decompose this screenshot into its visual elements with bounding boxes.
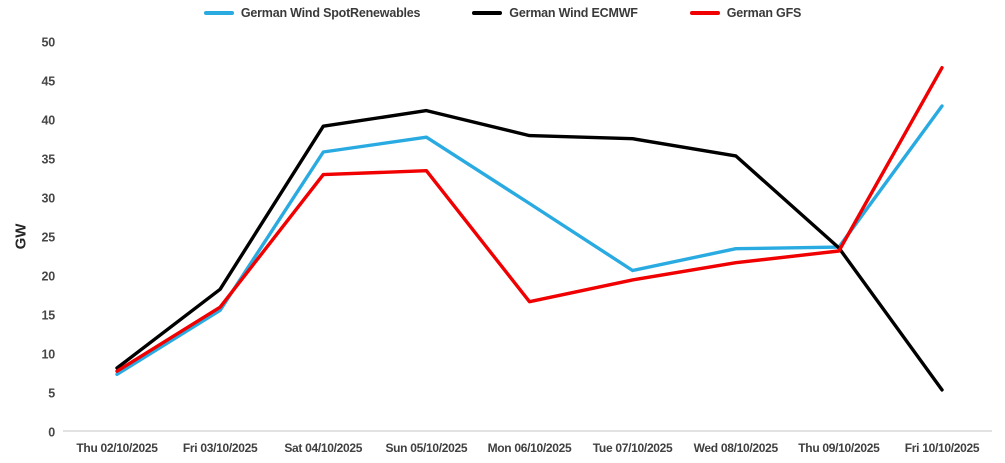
x-tick-label: Sun 05/10/2025 — [385, 441, 467, 455]
series-line-1 — [115, 108, 944, 392]
y-tick-label: 45 — [41, 75, 55, 89]
legend-label-gfs: German GFS — [726, 6, 802, 20]
x-tick-label: Sat 04/10/2025 — [284, 441, 362, 455]
y-tick-label: 30 — [41, 192, 55, 206]
y-tick-label: 10 — [41, 348, 55, 362]
x-tick-label: Thu 02/10/2025 — [76, 441, 158, 455]
legend-line-swatch-black — [472, 11, 503, 15]
y-tick-label: 40 — [41, 114, 55, 128]
y-tick-label: 25 — [41, 231, 55, 245]
y-tick-label: 5 — [48, 387, 55, 401]
y-tick-label: 50 — [41, 36, 55, 50]
chart-legend: German Wind SpotRenewables German Wind E… — [0, 6, 1005, 20]
legend-line-swatch-red — [689, 11, 720, 15]
legend-label-ecmwf: German Wind ECMWF — [509, 6, 638, 20]
y-tick-label: 0 — [48, 426, 55, 440]
x-tick-label: Mon 06/10/2025 — [488, 441, 572, 455]
x-tick-label: Tue 07/10/2025 — [593, 441, 673, 455]
y-tick-label: 20 — [41, 270, 55, 284]
series-line-2 — [115, 65, 944, 373]
x-tick-label: Fri 10/10/2025 — [905, 441, 980, 455]
x-tick-label: Thu 09/10/2025 — [798, 441, 880, 455]
x-tick-label: Fri 03/10/2025 — [183, 441, 258, 455]
legend-item-gfs: German GFS — [689, 6, 802, 20]
legend-item-spotrenewables: German Wind SpotRenewables — [203, 6, 421, 20]
y-tick-label: 35 — [41, 153, 55, 167]
x-tick-label: Wed 08/10/2025 — [694, 441, 779, 455]
legend-label-spotrenewables: German Wind SpotRenewables — [240, 6, 421, 20]
y-axis-title: GW — [12, 223, 30, 250]
y-tick-label: 15 — [41, 309, 55, 323]
series-line-0 — [115, 104, 944, 376]
legend-item-ecmwf: German Wind ECMWF — [472, 6, 638, 20]
legend-line-swatch-cyan — [203, 11, 234, 15]
